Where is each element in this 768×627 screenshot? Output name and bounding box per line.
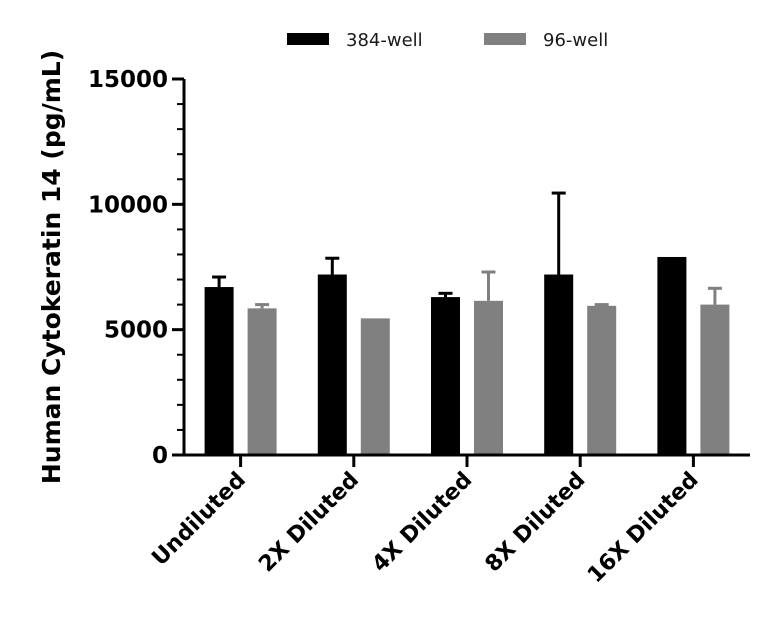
legend-label: 384-well — [346, 30, 423, 51]
y-axis: 0 5000 10000 15000 — [88, 67, 186, 469]
bar-384-well-16x-diluted — [657, 256, 687, 455]
y-tick-label: 5000 — [104, 318, 168, 344]
x-category-label: 2X Diluted — [254, 468, 364, 578]
y-tick-label: 10000 — [88, 192, 168, 218]
bar-384-well-undiluted — [204, 287, 234, 455]
legend-swatch — [484, 33, 526, 45]
x-category-label: 4X Diluted — [368, 468, 478, 578]
bar-96-well-4x-diluted — [474, 300, 503, 455]
y-tick-label: 0 — [152, 443, 168, 469]
bar-384-well-2x-diluted — [317, 274, 347, 455]
x-axis: Undiluted 2X Diluted 4X Diluted 8X Diluted1… — [147, 453, 750, 589]
x-category-label: 16X Diluted — [583, 468, 704, 589]
bar-384-well-8x-diluted — [544, 274, 574, 455]
legend-label: 96-well — [543, 30, 608, 51]
legend: 384-well 96-well — [287, 30, 608, 51]
legend-swatch — [287, 33, 329, 45]
x-category-label: 8X Diluted — [481, 468, 591, 578]
bar-96-well-16x-diluted — [700, 304, 730, 455]
bar-384-well-4x-diluted — [431, 297, 460, 455]
y-tick-label: 15000 — [88, 67, 168, 93]
bars — [204, 191, 730, 455]
bar-96-well-8x-diluted — [587, 305, 617, 455]
bar-96-well-2x-diluted — [360, 318, 390, 455]
x-category-label: Undiluted — [147, 468, 250, 571]
y-axis-title: Human Cytokeratin 14 (pg/mL) — [37, 50, 66, 484]
bar-96-well-undiluted — [247, 308, 277, 455]
